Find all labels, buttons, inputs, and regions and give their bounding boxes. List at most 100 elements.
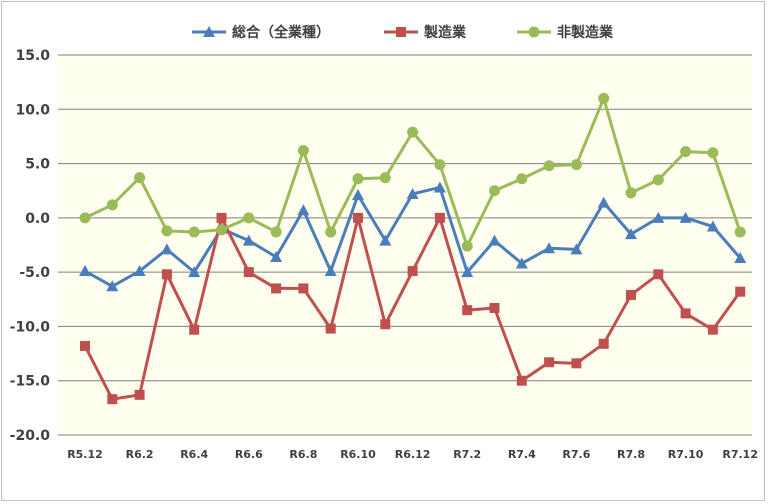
data-point — [407, 126, 419, 138]
data-point — [598, 338, 609, 349]
data-point — [570, 159, 582, 171]
data-point — [133, 265, 146, 277]
data-point — [706, 220, 719, 232]
data-point — [242, 234, 255, 246]
legend: 総合（全業種） 製造業 非製造業 — [192, 24, 614, 41]
y-tick-label: 10.0 — [15, 102, 50, 118]
plot-area — [58, 55, 752, 435]
data-point — [161, 225, 173, 237]
data-point — [543, 160, 555, 172]
data-point — [679, 211, 692, 223]
data-point — [352, 173, 364, 185]
data-point — [515, 257, 528, 269]
data-point — [516, 173, 528, 185]
legend-label: 製造業 — [423, 24, 467, 41]
x-tick-label: R7.6 — [562, 448, 590, 461]
x-tick-label: R6.2 — [126, 448, 154, 461]
data-point — [161, 269, 172, 280]
data-point — [80, 340, 90, 351]
data-point — [707, 324, 718, 335]
x-tick-label: R6.4 — [180, 448, 208, 461]
data-point — [160, 243, 173, 255]
series-1 — [79, 181, 747, 292]
data-point — [79, 265, 91, 277]
data-point — [680, 308, 691, 319]
data-point — [107, 394, 118, 405]
legend-item: 総合（全業種） — [192, 24, 330, 41]
data-point — [216, 224, 227, 236]
x-tick-label: R7.8 — [617, 448, 645, 461]
data-point — [461, 266, 474, 278]
x-tick-label: R5.12 — [67, 448, 103, 461]
data-point — [652, 211, 665, 223]
legend-label: 総合（全業種） — [232, 24, 330, 41]
x-tick-label: R6.8 — [289, 448, 317, 461]
series-lines — [79, 92, 747, 405]
data-point — [106, 199, 118, 211]
data-point — [462, 305, 473, 316]
data-point — [216, 212, 227, 223]
y-tick-label: -5.0 — [19, 265, 50, 281]
data-point — [352, 189, 364, 201]
y-tick-label: 5.0 — [25, 157, 50, 173]
data-point — [406, 187, 419, 199]
data-point — [79, 212, 91, 224]
data-point — [680, 146, 692, 158]
data-point — [652, 174, 664, 186]
data-point — [434, 159, 446, 171]
data-point — [734, 252, 747, 264]
x-tick-label: R6.10 — [340, 448, 376, 461]
data-point — [626, 289, 636, 300]
x-axis-ticks: R5.12 R6.2 R6.4 R6.6 R6.8 R6.10 R6.12 R7.2 R7.4 R… — [67, 448, 758, 461]
x-tick-label: R7.2 — [453, 448, 481, 461]
data-point — [297, 204, 310, 216]
data-point — [188, 226, 200, 238]
y-tick-label: 0.0 — [25, 211, 50, 227]
x-tick-label: R7.10 — [668, 448, 704, 461]
x-tick-label: R6.12 — [395, 448, 431, 461]
data-point — [380, 319, 391, 330]
legend-marker — [396, 27, 406, 37]
data-point — [543, 242, 556, 254]
data-point — [298, 283, 309, 294]
data-point — [735, 286, 746, 297]
data-point — [707, 147, 719, 159]
data-point — [106, 280, 119, 292]
series-3 — [79, 92, 746, 252]
data-point — [625, 187, 637, 199]
x-tick-label: R6.6 — [235, 448, 263, 461]
data-point — [597, 196, 610, 208]
data-point — [243, 212, 255, 224]
y-tick-label: -15.0 — [10, 374, 51, 390]
data-point — [544, 357, 555, 368]
y-tick-label: -20.0 — [10, 428, 51, 444]
x-tick-label: R7.12 — [722, 448, 758, 461]
data-point — [297, 145, 309, 157]
data-point — [434, 212, 445, 223]
data-point — [353, 212, 363, 223]
data-point — [134, 172, 146, 184]
y-axis-ticks: 15.0 10.0 5.0 0.0 -5.0 -10.0 -15.0 -20.0 — [10, 48, 51, 444]
data-point — [189, 324, 200, 335]
y-tick-label: -10.0 — [10, 319, 51, 335]
legend-marker — [528, 26, 540, 38]
data-point — [433, 181, 446, 193]
data-point — [407, 266, 418, 277]
data-point — [324, 265, 337, 277]
y-tick-label: 15.0 — [15, 48, 50, 64]
data-point — [461, 240, 473, 252]
data-point — [653, 269, 664, 280]
data-point — [188, 266, 201, 278]
x-tick-label: R7.4 — [508, 448, 536, 461]
data-point — [489, 302, 500, 313]
data-point — [516, 375, 527, 386]
legend-marker — [203, 26, 215, 37]
data-point — [134, 389, 145, 400]
data-point — [489, 185, 500, 197]
data-point — [270, 226, 282, 238]
series-2 — [80, 212, 746, 405]
data-point — [271, 283, 282, 294]
data-point — [270, 250, 283, 262]
